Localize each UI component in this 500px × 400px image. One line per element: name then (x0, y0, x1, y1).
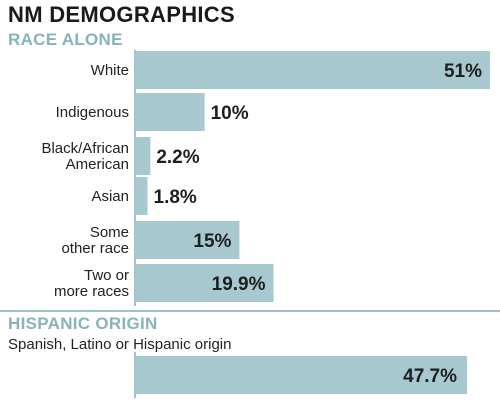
category-label-two-or-more-races: Two or more races (54, 267, 129, 300)
bar-asian (135, 177, 148, 215)
value-label-asian: 1.8% (154, 187, 197, 208)
section-divider (0, 310, 500, 312)
value-label-hispanic-origin: 47.7% (403, 366, 457, 387)
hispanic-origin-subtitle: Spanish, Latino or Hispanic origin (8, 336, 231, 353)
value-label-black-african-american: 2.2% (156, 147, 199, 168)
category-label-some-other-race: Some other race (61, 224, 129, 257)
category-label-indigenous: Indigenous (56, 104, 129, 121)
bar-indigenous (135, 93, 205, 131)
section-heading-hispanic-origin: HISPANIC ORIGIN (8, 314, 158, 334)
bar-black-african-american (135, 137, 150, 175)
value-label-some-other-race: 15% (193, 231, 231, 252)
category-label-black-african-american: Black/African American (41, 140, 129, 173)
value-label-two-or-more-races: 19.9% (212, 274, 266, 295)
bar-white (135, 51, 490, 89)
category-label-asian: Asian (91, 188, 129, 205)
category-label-white: White (91, 62, 129, 79)
value-label-white: 51% (444, 61, 482, 82)
value-label-indigenous: 10% (211, 103, 249, 124)
